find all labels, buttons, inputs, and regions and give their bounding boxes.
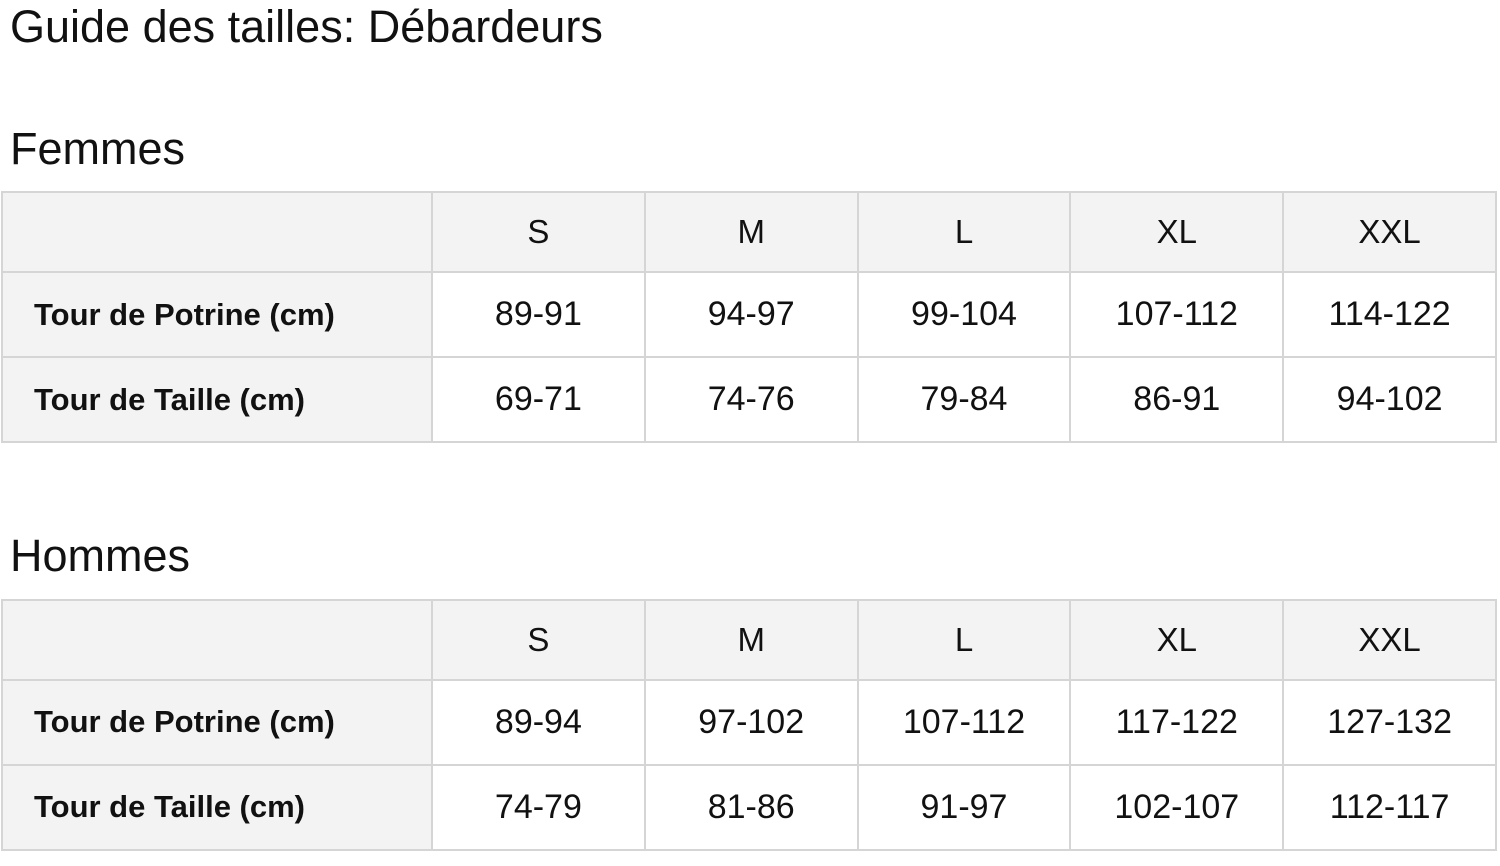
section-heading-hommes: Hommes <box>10 530 191 581</box>
row-label-waist: Tour de Taille (cm) <box>1 763 433 851</box>
table-header-row: S M L XL XXL <box>1 191 1497 273</box>
col-header-empty <box>1 191 433 273</box>
col-header-m: M <box>643 598 859 681</box>
value-cell: 97-102 <box>643 678 859 766</box>
size-table-hommes: S M L XL XXL Tour de Potrine (cm) 89-94 … <box>1 598 1497 851</box>
col-header-xl: XL <box>1069 191 1285 273</box>
row-label-waist: Tour de Taille (cm) <box>1 356 433 443</box>
section-heading-femmes: Femmes <box>10 122 186 174</box>
value-cell: 86-91 <box>1069 356 1285 443</box>
table-row-waist: Tour de Taille (cm) 74-79 81-86 91-97 10… <box>1 763 1497 851</box>
value-cell: 117-122 <box>1069 678 1285 766</box>
value-cell: 107-112 <box>856 678 1072 766</box>
value-cell: 94-97 <box>643 271 859 358</box>
row-label-chest: Tour de Potrine (cm) <box>1 271 433 358</box>
col-header-m: M <box>643 191 859 273</box>
value-cell: 127-132 <box>1282 678 1497 766</box>
value-cell: 114-122 <box>1282 271 1497 358</box>
table-row-chest: Tour de Potrine (cm) 89-94 97-102 107-11… <box>1 678 1497 766</box>
value-cell: 69-71 <box>431 356 646 443</box>
row-label-chest: Tour de Potrine (cm) <box>1 678 433 766</box>
col-header-l: L <box>856 598 1072 681</box>
col-header-xl: XL <box>1069 598 1285 681</box>
col-header-empty <box>1 598 433 681</box>
table-header-row: S M L XL XXL <box>1 598 1497 681</box>
value-cell: 74-79 <box>431 763 646 851</box>
value-cell: 102-107 <box>1069 763 1285 851</box>
value-cell: 74-76 <box>643 356 859 443</box>
col-header-xxl: XXL <box>1282 598 1497 681</box>
table-row-chest: Tour de Potrine (cm) 89-91 94-97 99-104 … <box>1 271 1497 358</box>
size-table-femmes: S M L XL XXL Tour de Potrine (cm) 89-91 … <box>1 191 1497 443</box>
table-row-waist: Tour de Taille (cm) 69-71 74-76 79-84 86… <box>1 356 1497 443</box>
value-cell: 112-117 <box>1282 763 1497 851</box>
value-cell: 94-102 <box>1282 356 1497 443</box>
value-cell: 107-112 <box>1069 271 1285 358</box>
value-cell: 79-84 <box>856 356 1072 443</box>
page-title: Guide des tailles: Débardeurs <box>10 1 603 52</box>
col-header-xxl: XXL <box>1282 191 1497 273</box>
col-header-s: S <box>431 191 646 273</box>
col-header-l: L <box>856 191 1072 273</box>
value-cell: 89-91 <box>431 271 646 358</box>
value-cell: 99-104 <box>856 271 1072 358</box>
value-cell: 89-94 <box>431 678 646 766</box>
value-cell: 91-97 <box>856 763 1072 851</box>
value-cell: 81-86 <box>643 763 859 851</box>
col-header-s: S <box>431 598 646 681</box>
